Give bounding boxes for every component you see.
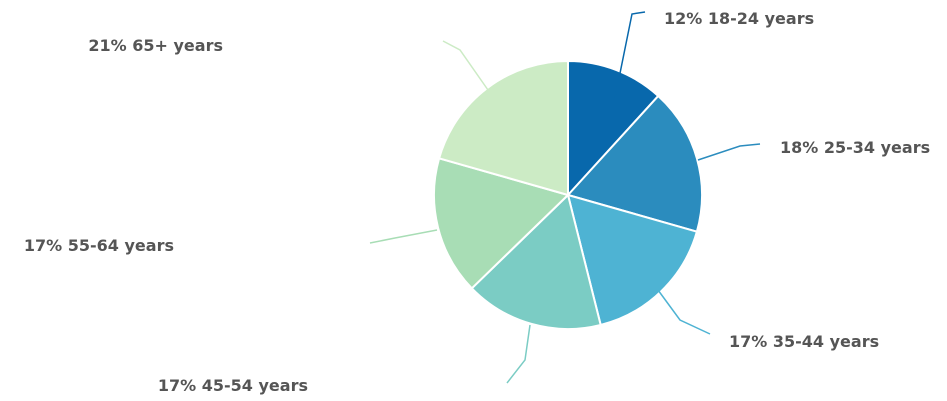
slice-label: 17% 35-44 years [729,332,879,351]
labels-layer: 12% 18-24 years 18% 25-34 years 17% 35-44 … [24,9,930,395]
leader-line [697,143,761,161]
pie-slice-25-34-years [566,94,703,233]
slices-layer [433,59,703,330]
slice-label: 17% 55-64 years [24,236,174,255]
pie-slice-18-24-years [567,59,660,198]
slice-label: 21% 65+ years [88,36,223,55]
slice-label: 18% 25-34 years [780,138,930,157]
leaders-layer [369,11,761,384]
pie-slice-35-44-years [566,193,699,327]
slice-label: 17% 45-54 years [158,376,308,395]
pie-slice-45-54-years [470,193,602,330]
slice-label: 12% 18-24 years [664,9,814,28]
pie-slice-55-64-years [433,157,570,290]
leader-line [369,229,438,244]
leader-line [506,324,531,384]
leader-line [442,40,489,91]
leader-line [657,289,711,335]
leader-line [614,11,646,99]
